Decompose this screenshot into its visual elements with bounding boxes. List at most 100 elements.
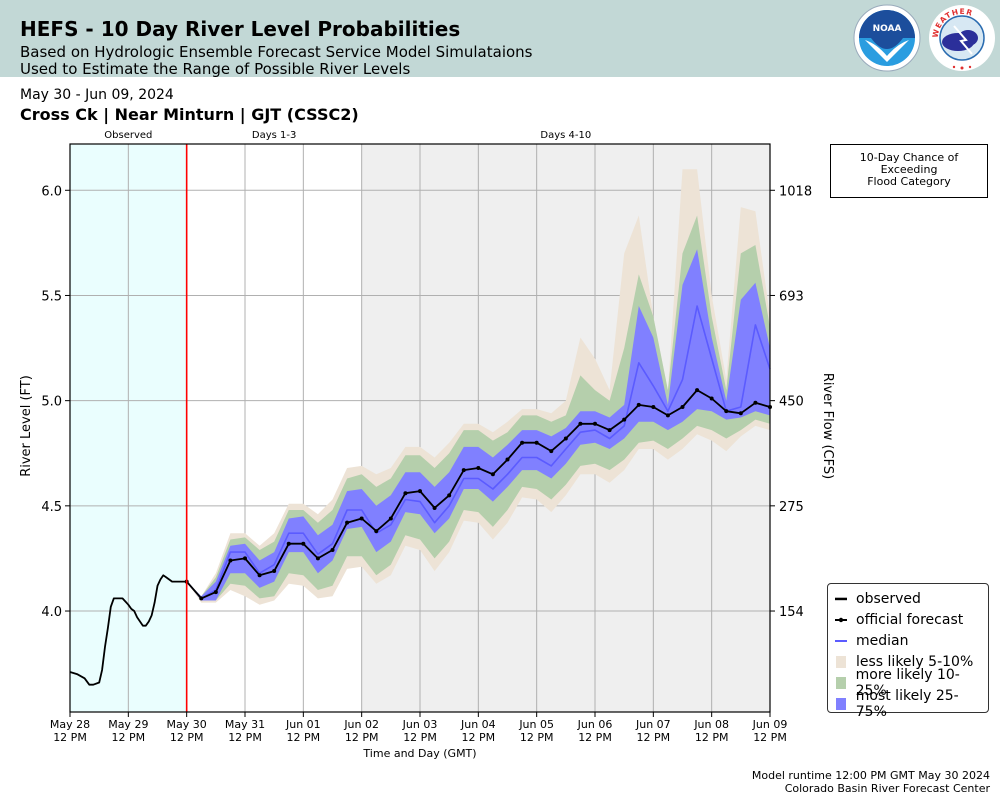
flood-box-line-3: Flood Category <box>867 175 951 188</box>
legend-item-most-likely: most likely 25-75% <box>832 688 988 720</box>
noaa-logo-text: NOAA <box>873 24 902 34</box>
x-tick-label-time: 12 PM <box>403 731 437 744</box>
legend-item-observed: observed <box>832 588 988 609</box>
band-less-likely-5-10 <box>186 169 770 605</box>
legend-item-median: median <box>832 630 988 651</box>
forecast-point <box>593 421 597 426</box>
x-tick-label-date: Jun 01 <box>285 718 321 731</box>
forecast-point <box>549 449 554 454</box>
forecast-point <box>228 558 233 563</box>
y-tick-label: 4.5 <box>41 500 62 515</box>
forecast-point <box>257 573 262 578</box>
less-likely-swatch-icon <box>832 655 850 668</box>
forecast-point <box>622 417 627 422</box>
x-tick-label-date: Jun 06 <box>577 718 613 731</box>
forecast-point <box>388 516 393 521</box>
legend-label: official forecast <box>856 611 964 628</box>
legend-label: observed <box>856 590 921 607</box>
forecast-center: Colorado Basin River Forecast Center <box>784 782 990 795</box>
x-tick-label-date: Jun 07 <box>635 718 671 731</box>
flood-box-line-2: Exceeding <box>880 163 938 176</box>
noaa-logo-icon: NOAA <box>853 4 921 72</box>
forecast-point <box>418 489 422 494</box>
forecast-point <box>359 516 364 521</box>
x-tick-label-date: Jun 05 <box>518 718 554 731</box>
band-most-likely-25-75 <box>186 249 770 601</box>
forecast-point <box>476 465 481 470</box>
forecast-point <box>709 396 714 401</box>
forecast-point <box>607 428 612 433</box>
forecast-point <box>345 520 350 525</box>
x-tick-label-time: 12 PM <box>462 731 496 744</box>
subtitle-line-2: Used to Estimate the Range of Possible R… <box>20 60 411 78</box>
legend-item-more-likely: more likely 10-25% <box>832 667 988 699</box>
x-tick-label-time: 12 PM <box>170 731 204 744</box>
y-tick-label: 5.0 <box>41 395 62 410</box>
y2-tick-label: 450 <box>779 395 804 410</box>
page-title: HEFS - 10 Day River Level Probabilities <box>20 17 461 41</box>
forecast-point <box>738 411 743 416</box>
x-tick-label-time: 12 PM <box>53 731 87 744</box>
x-tick-label-date: May 31 <box>225 718 265 731</box>
x-tick-label-time: 12 PM <box>345 731 379 744</box>
forecast-point <box>286 541 291 546</box>
forecast-point <box>432 505 437 510</box>
x-tick-label-time: 12 PM <box>578 731 612 744</box>
forecast-point <box>753 400 758 405</box>
forecast-point <box>651 404 656 409</box>
forecast-point <box>461 468 466 473</box>
more-likely-swatch-icon <box>832 676 850 689</box>
median-line <box>186 305 771 600</box>
x-tick-label-time: 12 PM <box>753 731 787 744</box>
forecast-point <box>534 440 539 445</box>
chart-legend: observed official forecast median less l… <box>827 583 989 720</box>
y2-tick-label: 693 <box>779 289 804 304</box>
x-tick-label-date: Jun 03 <box>402 718 438 731</box>
forecast-point <box>520 440 525 445</box>
legend-label: less likely 5-10% <box>856 653 974 670</box>
x-tick-label-date: Jun 04 <box>460 718 496 731</box>
forecast-point <box>243 556 247 561</box>
y-tick-label: 5.5 <box>41 289 62 304</box>
x-tick-label-time: 12 PM <box>520 731 554 744</box>
forecast-point <box>636 402 641 407</box>
nws-logo-icon: WEATHER <box>929 5 995 71</box>
header-banner: HEFS - 10 Day River Level Probabilities … <box>0 0 1000 78</box>
x-tick-label-date: May 30 <box>167 718 207 731</box>
legend-label: more likely 10-25% <box>855 666 960 699</box>
y-tick-label: 6.0 <box>41 184 62 199</box>
x-tick-label-time: 12 PM <box>228 731 262 744</box>
region-bg-days-1-3 <box>186 144 362 712</box>
subtitle-line-1: Based on Hydrologic Ensemble Forecast Se… <box>20 43 533 61</box>
flood-box-line-1: 10-Day Chance of <box>859 151 959 164</box>
observed-line <box>69 574 187 686</box>
forecast-point <box>695 388 700 393</box>
x-tick-label-date: Jun 02 <box>343 718 379 731</box>
y2-tick-label: 154 <box>779 605 804 620</box>
legend-item-official-forecast: official forecast <box>832 609 988 630</box>
forecast-point <box>315 556 320 561</box>
x-axis-label: Time and Day (GMT) <box>362 747 476 760</box>
forecast-point <box>724 409 729 414</box>
legend-item-less-likely: less likely 5-10% <box>832 651 988 672</box>
forecast-point <box>563 436 568 441</box>
x-tick-label-date: May 29 <box>108 718 148 731</box>
legend-label: median <box>856 632 909 649</box>
forecast-point <box>680 404 685 409</box>
x-tick-label-date: Jun 08 <box>693 718 729 731</box>
region-label: Days 1-3 <box>252 130 296 141</box>
forecast-point <box>403 491 408 496</box>
station-name: Cross Ck | Near Minturn | GJT (CSSC2) <box>20 105 359 124</box>
date-range: May 30 - Jun 09, 2024 <box>20 87 174 103</box>
legend-label: most likely 25-75% <box>855 687 959 720</box>
forecast-point <box>301 541 306 546</box>
x-tick-label-time: 12 PM <box>287 731 321 744</box>
forecast-point <box>665 413 670 418</box>
x-tick-label-date: May 28 <box>50 718 90 731</box>
forecast-point <box>199 596 204 601</box>
model-runtime: Model runtime 12:00 PM GMT May 30 2024 <box>751 769 990 782</box>
forecast-point <box>578 421 583 426</box>
y2-tick-label: 275 <box>779 500 804 515</box>
x-tick-label-date: Jun 09 <box>752 718 788 731</box>
